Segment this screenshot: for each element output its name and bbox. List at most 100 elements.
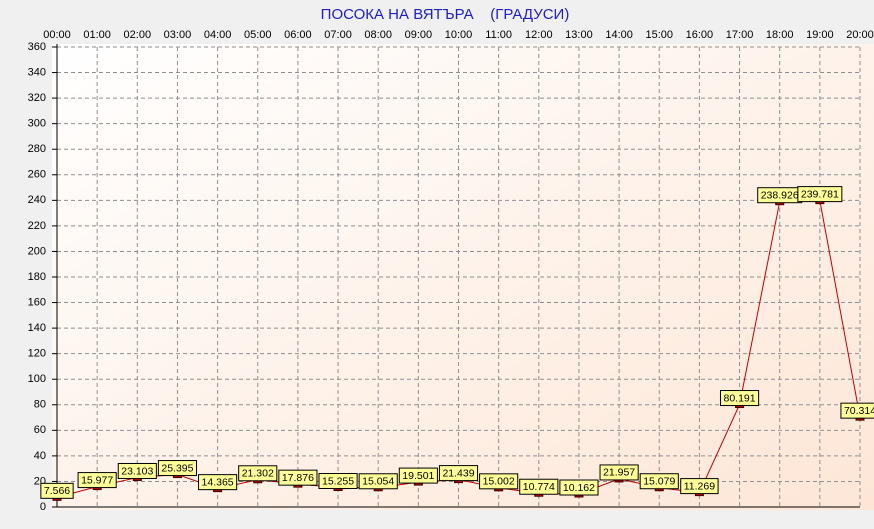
x-tick-label: 06:00 bbox=[284, 29, 312, 41]
data-label-text: 15.002 bbox=[483, 476, 515, 488]
y-tick-label: 140 bbox=[28, 322, 46, 334]
data-label-text: 23.103 bbox=[121, 465, 153, 477]
data-label: 15.054 bbox=[358, 473, 398, 490]
y-tick-label: 0 bbox=[40, 501, 46, 513]
data-label-box bbox=[40, 482, 74, 499]
data-label: 238.926 bbox=[757, 187, 803, 204]
y-tick-label: 80 bbox=[34, 399, 46, 411]
x-tick-label: 11:00 bbox=[485, 29, 512, 41]
x-tick-label: 10:00 bbox=[445, 29, 473, 41]
y-tick-label: 220 bbox=[28, 220, 46, 232]
data-label-text: 25.395 bbox=[161, 462, 193, 474]
x-tick-label: 14:00 bbox=[605, 29, 633, 41]
data-label: 15.977 bbox=[77, 472, 117, 489]
data-label-box bbox=[77, 472, 117, 489]
data-label-text: 17.876 bbox=[282, 472, 314, 484]
x-tick-label: 03:00 bbox=[164, 29, 192, 41]
y-tick-label: 180 bbox=[28, 271, 46, 283]
y-tick-label: 100 bbox=[28, 373, 46, 385]
data-label-box bbox=[479, 473, 519, 490]
data-label: 21.439 bbox=[438, 465, 479, 482]
data-label: 10.774 bbox=[519, 478, 559, 495]
x-tick-label: 15:00 bbox=[645, 29, 673, 41]
x-tick-label: 07:00 bbox=[324, 29, 352, 41]
data-label-text: 70.314 bbox=[844, 405, 874, 417]
data-label: 21.302 bbox=[238, 465, 278, 482]
data-label-box bbox=[157, 460, 198, 477]
x-tick-label: 12:00 bbox=[525, 29, 553, 41]
data-label-text: 238.926 bbox=[761, 189, 799, 201]
data-label-box bbox=[559, 479, 599, 496]
data-label: 15.255 bbox=[318, 473, 358, 490]
data-label: 19.501 bbox=[398, 467, 438, 484]
data-label-box bbox=[398, 467, 438, 484]
x-tick-label: 20:00 bbox=[846, 29, 874, 41]
y-tick-label: 280 bbox=[28, 143, 46, 155]
data-label-text: 21.302 bbox=[242, 468, 274, 480]
x-tick-label: 04:00 bbox=[204, 29, 232, 41]
data-label-box bbox=[238, 465, 278, 482]
data-label: 10.162 bbox=[559, 479, 599, 496]
data-label: 25.395 bbox=[157, 460, 198, 477]
x-tick-label: 19:00 bbox=[806, 29, 834, 41]
data-label-box bbox=[438, 465, 479, 482]
y-tick-label: 60 bbox=[34, 424, 46, 436]
data-label-text: 239.781 bbox=[801, 188, 839, 200]
data-label-box bbox=[278, 469, 318, 486]
data-label-box bbox=[680, 478, 719, 495]
chart-title: ПОСОКА НА ВЯТЪРА (ГРАДУСИ) bbox=[321, 6, 570, 23]
y-tick-label: 300 bbox=[28, 118, 46, 130]
x-tick-label: 13:00 bbox=[565, 29, 593, 41]
x-tick-label: 00:00 bbox=[43, 29, 71, 41]
data-label-text: 21.957 bbox=[603, 467, 635, 479]
data-label: 11.269 bbox=[680, 478, 719, 495]
y-tick-label: 320 bbox=[28, 92, 46, 104]
data-label-text: 10.162 bbox=[563, 482, 595, 494]
y-tick-label: 240 bbox=[28, 194, 46, 206]
data-label-text: 15.255 bbox=[322, 475, 354, 487]
data-label: 15.079 bbox=[639, 473, 679, 490]
data-label-text: 15.079 bbox=[643, 476, 675, 488]
data-label: 17.876 bbox=[278, 469, 318, 486]
x-tick-label: 16:00 bbox=[686, 29, 714, 41]
x-tick-label: 09:00 bbox=[405, 29, 433, 41]
x-tick-label: 01:00 bbox=[83, 29, 111, 41]
data-label-text: 80.191 bbox=[723, 392, 755, 404]
data-label-text: 15.054 bbox=[362, 476, 394, 488]
data-label-text: 11.269 bbox=[684, 480, 715, 492]
data-label-box bbox=[599, 464, 639, 481]
x-tick-label: 17:00 bbox=[726, 29, 754, 41]
data-label: 80.191 bbox=[719, 390, 760, 407]
data-label-box bbox=[519, 478, 559, 495]
data-label-box bbox=[639, 473, 679, 490]
data-label: 15.002 bbox=[479, 473, 519, 490]
x-tick-label: 05:00 bbox=[244, 29, 272, 41]
y-tick-label: 260 bbox=[28, 169, 46, 181]
data-label-text: 21.439 bbox=[442, 467, 474, 479]
data-label: 70.314 bbox=[840, 402, 874, 419]
data-label-text: 19.501 bbox=[402, 470, 434, 482]
y-tick-label: 40 bbox=[34, 450, 46, 462]
data-label-box bbox=[117, 462, 157, 479]
data-label: 239.781 bbox=[797, 186, 843, 203]
data-label: 14.365 bbox=[198, 474, 238, 491]
data-label-text: 15.977 bbox=[81, 474, 113, 486]
y-tick-label: 160 bbox=[28, 296, 46, 308]
data-label: 23.103 bbox=[117, 462, 157, 479]
data-label-box bbox=[797, 186, 843, 203]
data-label: 7.566 bbox=[40, 482, 74, 499]
data-label-box bbox=[198, 474, 238, 491]
data-label-text: 10.774 bbox=[523, 481, 555, 493]
data-label-box bbox=[318, 473, 358, 490]
y-tick-label: 360 bbox=[28, 41, 46, 53]
data-label-text: 7.566 bbox=[44, 485, 70, 497]
data-label-box bbox=[840, 402, 874, 419]
x-tick-label: 02:00 bbox=[124, 29, 152, 41]
data-label-text: 14.365 bbox=[202, 476, 234, 488]
data-label: 21.957 bbox=[599, 464, 639, 481]
y-tick-label: 120 bbox=[28, 348, 46, 360]
data-label-box bbox=[719, 390, 760, 407]
y-tick-label: 200 bbox=[28, 245, 46, 257]
y-tick-label: 340 bbox=[28, 66, 46, 78]
